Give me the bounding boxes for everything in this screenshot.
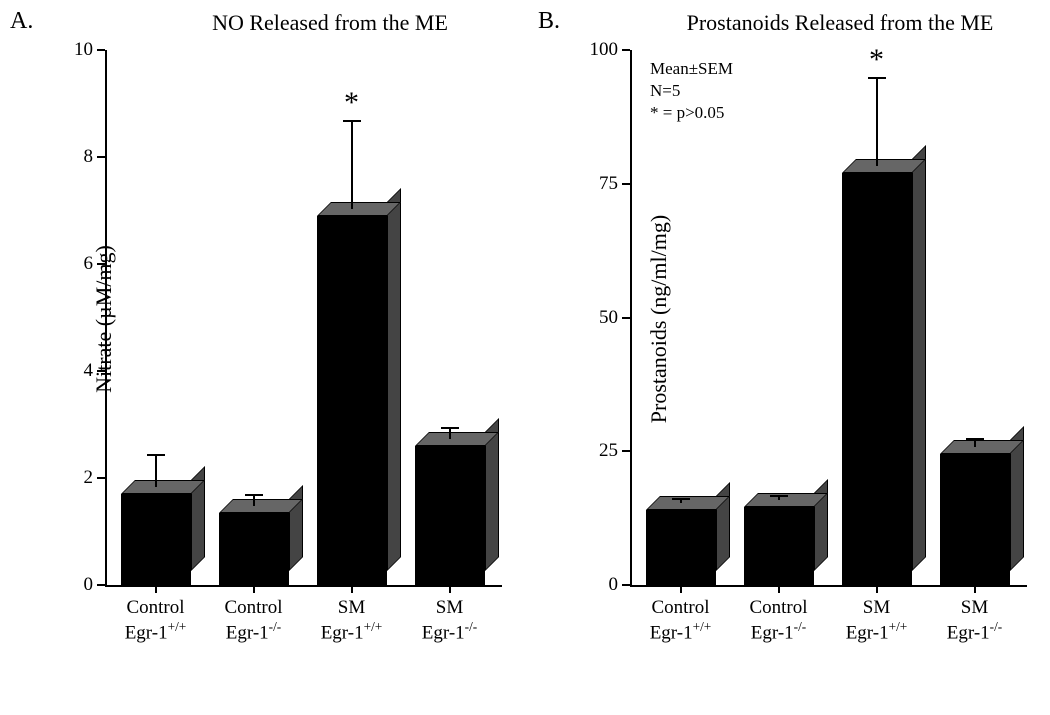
panel-B-bar-2-errbar [876,77,878,166]
panel-B-bar-2-sig: * [865,43,889,77]
panel-B-bar-0-xlabel: ControlEgr-1+/+ [632,597,730,644]
panel-A-bar-0-top [121,480,205,494]
panel-B-xtick [974,585,976,593]
panel-A-bar-1-xlabel: ControlEgr-1-/- [205,597,303,644]
panel-B-ytick-label: 0 [580,574,618,596]
panel-B-ytick [622,317,630,319]
panel-A-ytick-label: 2 [55,467,93,489]
panel-A-ytick [97,370,105,372]
figure: A.NO Released from the MENitrate (µM/mg)… [0,0,1050,715]
panel-A-ytick [97,584,105,586]
panel-B-bar-3-top [940,440,1024,454]
panel-B-ytick [622,183,630,185]
panel-B-ytick [622,49,630,51]
panel-A-bar-1-errcap [245,494,263,496]
panel-B-bar-2-front [842,173,912,585]
panel-A-bar-2-top [317,202,401,216]
panel-B-ytick-label: 25 [580,440,618,462]
panel-B-bar-2-top [842,159,926,173]
panel-B-ytick [622,584,630,586]
panel-A-bar-0-xlabel: ControlEgr-1+/+ [107,597,205,644]
panel-A-bar-3-xlabel: SMEgr-1-/- [401,597,499,644]
panel-A-ytick-label: 10 [55,39,93,61]
panel-A-bar-1-front [219,513,289,585]
panel-B-title: Prostanoids Released from the ME [660,10,1020,36]
panel-B-ytick-label: 100 [580,39,618,61]
panel-A-bar-1-side [289,485,303,571]
panel-A-ytick-label: 4 [55,360,93,382]
panel-A-bar-0-errcap [147,454,165,456]
panel-B-bar-1-front [744,507,814,585]
panel-A-label: A. [10,8,33,35]
panel-A-ytick-label: 6 [55,253,93,275]
panel-B-bar-2-side [912,145,926,571]
panel-A-ytick-label: 0 [55,574,93,596]
panel-B-xtick [876,585,878,593]
panel-B-ytick-label: 75 [580,173,618,195]
panel-A-bar-3-top [415,432,499,446]
panel-B-bar-3-front [940,454,1010,585]
panel-A-xtick [155,585,157,593]
panel-A-ytick [97,263,105,265]
panel-A-bar-1-top [219,499,303,513]
panel-B-bar-1-errcap [770,495,788,497]
panel-A-bar-2-sig: * [340,86,364,120]
panel-B-bar-3-errcap [966,438,984,440]
panel-A-bar-2-side [387,188,401,571]
panel-B-ytick [622,450,630,452]
panel-A-bar-3-front [415,446,485,585]
panel-B-bar-2-errcap [868,77,886,79]
panel-B-legend: Mean±SEMN=5* = p>0.05 [650,58,733,124]
panel-A-bar-0-errbar [155,454,157,487]
panel-A-title: NO Released from the ME [180,10,480,36]
panel-B-bar-0-front [646,510,716,585]
panel-A-bar-2-xlabel: SMEgr-1+/+ [303,597,401,644]
panel-B-bar-2-xlabel: SMEgr-1+/+ [828,597,926,644]
panel-A-bar-2-front [317,216,387,585]
panel-A-ytick-label: 8 [55,146,93,168]
panel-B-label: B. [538,8,560,35]
panel-A-ytick [97,49,105,51]
panel-B-xtick [778,585,780,593]
panel-A-xtick [253,585,255,593]
panel-A-ytick [97,477,105,479]
panel-B-xtick [680,585,682,593]
panel-B-ytick-label: 50 [580,307,618,329]
panel-A-bar-2-errcap [343,120,361,122]
panel-B-bar-0-errcap [672,498,690,500]
panel-A-bar-0-front [121,494,191,585]
panel-A-bar-3-errcap [441,427,459,429]
panel-A-xtick [351,585,353,593]
panel-B-bar-3-xlabel: SMEgr-1-/- [926,597,1024,644]
panel-A-ytick [97,156,105,158]
panel-A-bar-2-errbar [351,120,353,209]
panel-A-xtick [449,585,451,593]
panel-B-bar-1-xlabel: ControlEgr-1-/- [730,597,828,644]
